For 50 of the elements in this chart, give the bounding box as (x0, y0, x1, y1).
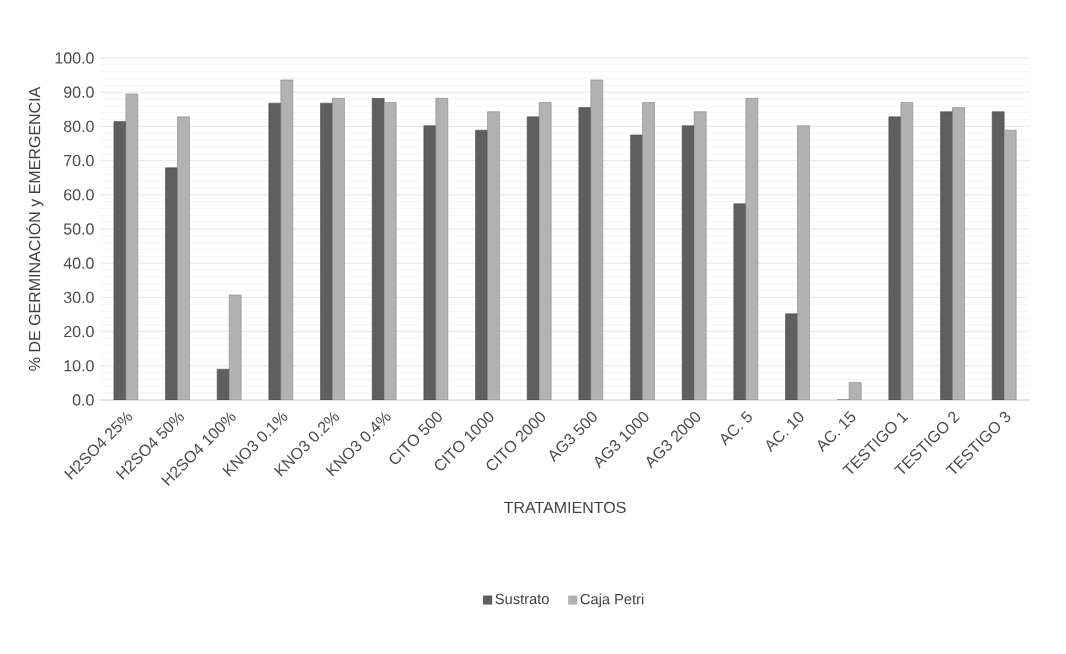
legend-label: Caja Petri (580, 593, 644, 608)
bar (745, 98, 759, 400)
bar (177, 116, 190, 400)
y-tick-label: 40.0 (63, 257, 94, 269)
legend-label: Sustrato (495, 593, 549, 605)
bar (733, 203, 747, 400)
bar (371, 98, 385, 400)
bar (228, 294, 242, 400)
y-tick-label: 80.0 (63, 120, 94, 133)
y-tick-label: 10.0 (64, 360, 94, 372)
bar (1003, 129, 1017, 400)
bar (642, 102, 655, 400)
bar (280, 79, 294, 400)
y-tick-label: 90.0 (64, 86, 94, 98)
bar (578, 107, 592, 400)
y-axis-title: % DE GERMINACIÓN y EMERGENCIA (26, 86, 44, 371)
y-tick-label: 100.0 (55, 52, 94, 64)
bar (113, 121, 127, 400)
x-tick-label: AC. 10 (766, 411, 804, 453)
bar (332, 98, 345, 400)
bar (165, 167, 178, 400)
x-tick-label: AC. 5 (720, 410, 752, 447)
bar (526, 116, 540, 400)
y-tick-label: 50.0 (63, 223, 94, 235)
x-axis-title: TRATAMIENTOS (504, 501, 626, 514)
bar (797, 125, 810, 400)
bar (630, 134, 643, 400)
bar (888, 116, 902, 400)
bar (383, 102, 397, 400)
bar (538, 102, 552, 400)
y-tick-label: 20.0 (64, 325, 94, 338)
bar (320, 102, 333, 400)
bar (991, 111, 1005, 400)
bar (681, 125, 695, 400)
bar (693, 111, 707, 400)
bar (268, 102, 282, 400)
bar (590, 79, 604, 400)
bar (900, 102, 914, 400)
bar (952, 107, 965, 400)
bar (785, 313, 798, 400)
bar (940, 111, 953, 400)
bar (487, 111, 500, 400)
y-tick-label: 0.0 (72, 394, 94, 406)
bar (475, 129, 488, 400)
bar (125, 93, 139, 400)
y-tick-label: 60.0 (64, 189, 94, 201)
y-tick-label: 30.0 (63, 291, 94, 304)
bar (435, 98, 449, 400)
y-tick-label: 70.0 (64, 154, 94, 167)
bar (423, 125, 437, 400)
